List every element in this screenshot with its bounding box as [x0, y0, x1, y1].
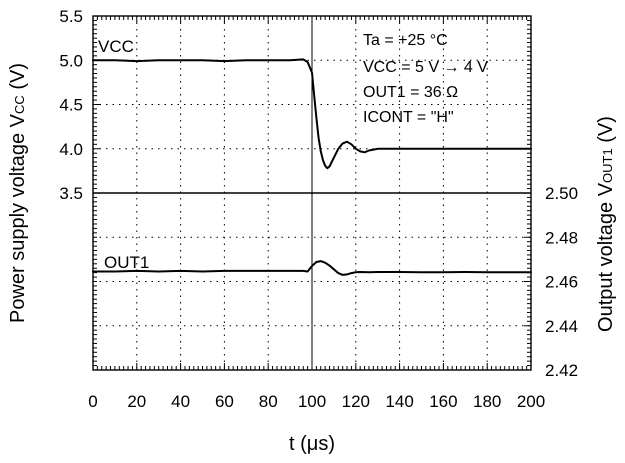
left-tick-label: 3.5 — [59, 184, 83, 203]
left-tick-label: 5.0 — [59, 51, 83, 70]
tick-labels: 0 20 40 60 80 100 120 140 160 180 200 3.5 4.0 4.5 5.0 5… — [59, 7, 578, 411]
right-axis-label-subscript: OUT1 — [600, 148, 615, 183]
left-axis-label-main: Power supply voltage V — [7, 113, 29, 323]
right-axis-label-main: Output voltage V — [595, 182, 617, 332]
x-tick-label: 180 — [473, 392, 501, 411]
x-tick-label: 40 — [171, 392, 190, 411]
series-group — [92, 58, 532, 276]
x-tick-label: 20 — [127, 392, 146, 411]
right-tick-label: 2.46 — [545, 273, 578, 292]
left-axis-label-unit: (V) — [7, 63, 29, 95]
x-tick-label: 160 — [429, 392, 457, 411]
series-label-out1: OUT1 — [104, 253, 149, 272]
series-line-out1 — [92, 260, 532, 276]
right-tick-label: 2.48 — [545, 228, 578, 247]
right-axis-label-unit: (V) — [595, 116, 617, 148]
x-axis-label: t (μs) — [289, 433, 335, 455]
left-tick-label: 4.0 — [59, 140, 83, 159]
annotation-vcc-step: VCC = 5 V → 4 V — [363, 59, 488, 76]
x-tick-label: 60 — [215, 392, 234, 411]
series-label-vcc: VCC — [98, 37, 134, 56]
x-tick-label: 100 — [298, 392, 326, 411]
left-axis-label: Power supply voltage VCC (V) — [7, 63, 29, 323]
right-tick-label: 2.42 — [545, 361, 578, 380]
x-tick-label: 0 — [88, 392, 97, 411]
annotation-icont: ICONT = "H" — [363, 109, 454, 126]
left-tick-label: 5.5 — [59, 7, 83, 26]
annotation-load: OUT1 = 36 Ω — [363, 84, 458, 101]
x-tick-label: 120 — [342, 392, 370, 411]
x-tick-label: 80 — [259, 392, 278, 411]
left-axis-label-subscript: CC — [12, 95, 27, 114]
right-axis-label: Output voltage VOUT1 (V) — [595, 116, 617, 332]
annotation-temperature: Ta = +25 °C — [363, 32, 448, 49]
left-tick-label: 4.5 — [59, 96, 83, 115]
right-tick-label: 2.44 — [545, 317, 578, 336]
series-line-vcc — [92, 58, 532, 170]
right-tick-label: 2.50 — [545, 184, 578, 203]
x-tick-label: 140 — [385, 392, 413, 411]
x-tick-label: 200 — [517, 392, 545, 411]
